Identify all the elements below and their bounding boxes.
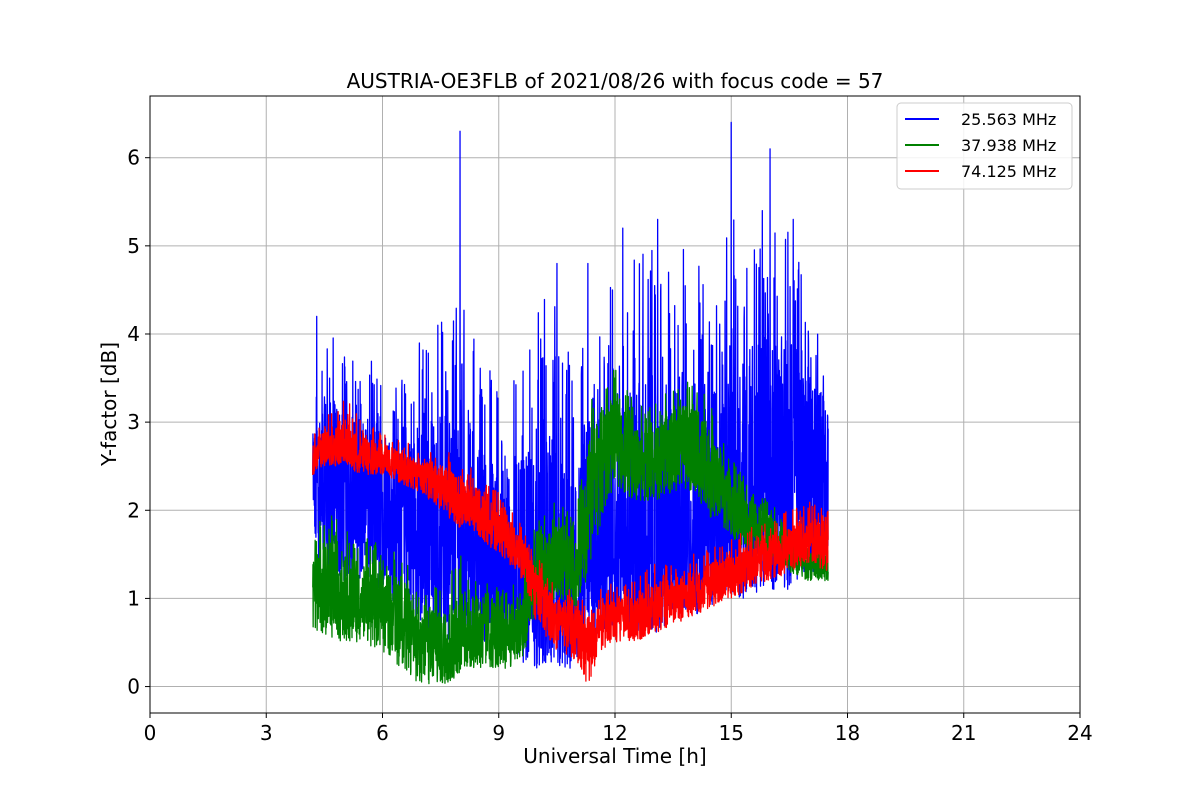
legend-label: 25.563 MHz	[961, 110, 1056, 129]
x-tick-label: 6	[376, 721, 389, 745]
y-tick-label: 1	[127, 586, 140, 610]
y-tick-label: 6	[127, 146, 140, 170]
legend-label: 37.938 MHz	[961, 136, 1056, 155]
x-tick-label: 15	[719, 721, 744, 745]
x-tick-label: 9	[492, 721, 505, 745]
chart-title: AUSTRIA-OE3FLB of 2021/08/26 with focus …	[347, 69, 884, 93]
x-tick-label: 21	[951, 721, 976, 745]
series-layer	[312, 121, 829, 685]
legend: 25.563 MHz 37.938 MHz 74.125 MHz	[896, 102, 1073, 190]
y-tick-label: 3	[127, 410, 140, 434]
x-tick-label: 0	[144, 721, 157, 745]
y-tick-label: 4	[127, 322, 140, 346]
y-tick-label: 2	[127, 498, 140, 522]
y-axis-ticks: 0 1 2 3 4 5 6	[127, 146, 150, 699]
legend-box	[896, 102, 1073, 190]
x-tick-label: 12	[602, 721, 627, 745]
x-axis-ticks: 0 3 6 9 12 15 18 21 24	[144, 713, 1093, 745]
x-axis-label: Universal Time [h]	[523, 744, 706, 768]
legend-label: 74.125 MHz	[961, 162, 1056, 181]
y-tick-label: 0	[127, 675, 140, 699]
y-tick-label: 5	[127, 234, 140, 258]
x-tick-label: 18	[835, 721, 860, 745]
y-axis-label: Y-factor [dB]	[97, 342, 121, 467]
x-tick-label: 24	[1067, 721, 1092, 745]
series-line	[312, 400, 829, 682]
series-line	[312, 369, 829, 685]
x-tick-label: 3	[260, 721, 273, 745]
